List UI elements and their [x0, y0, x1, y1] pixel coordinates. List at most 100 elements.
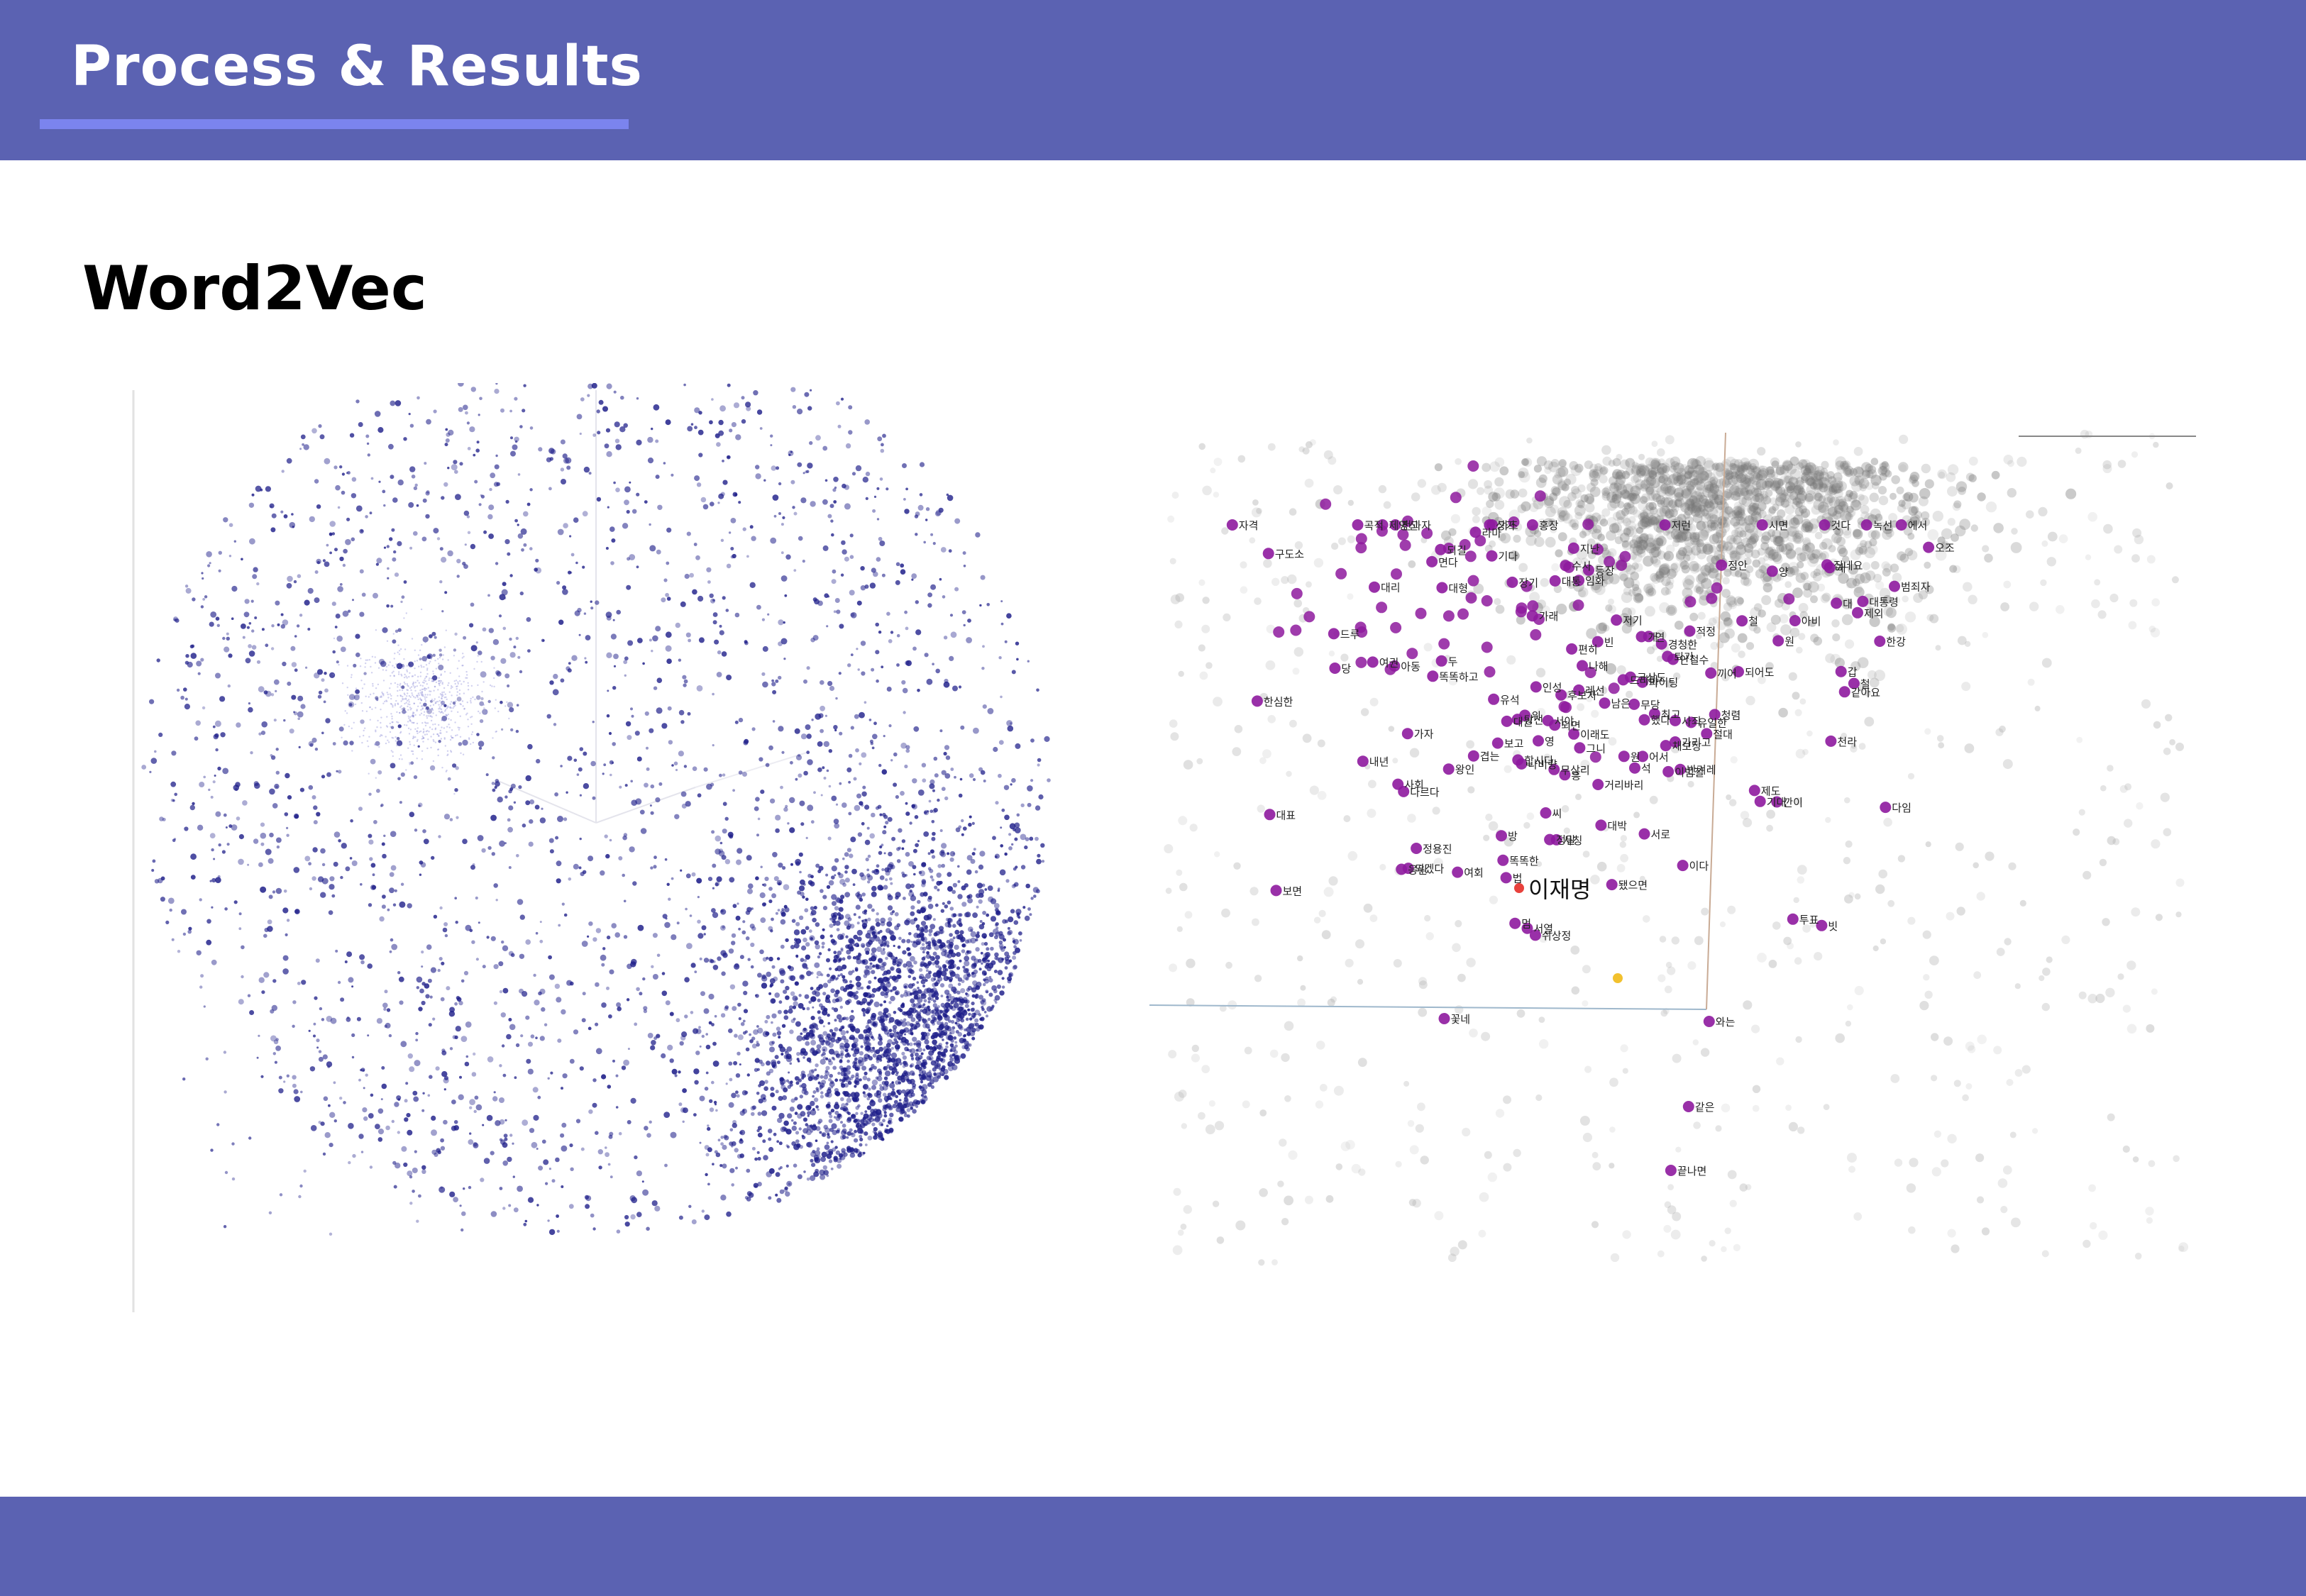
word-point — [1787, 913, 1799, 925]
word-label: 기다 — [1499, 550, 1518, 563]
word-label: 씨 — [1552, 807, 1562, 820]
word-label: 제도 — [1761, 785, 1781, 797]
word-label: 대박 — [1607, 819, 1627, 832]
word-label: 퇴기 — [1674, 650, 1694, 663]
word-label: 방 — [1508, 830, 1518, 843]
word-point — [1880, 802, 1892, 814]
word-point — [1685, 716, 1697, 728]
word-label: 무상리 — [1560, 764, 1589, 777]
word-label: 흥 — [1571, 769, 1581, 782]
word-label: 합시다 — [1524, 754, 1554, 767]
word-point — [1509, 917, 1521, 929]
word-point — [1500, 872, 1512, 884]
word-point — [1628, 698, 1640, 710]
word-label: 최고 — [1661, 708, 1681, 721]
word-label: 되겠다 — [1415, 863, 1445, 875]
word-point — [1923, 541, 1935, 553]
title-underline — [40, 119, 629, 129]
word-point — [1367, 656, 1379, 668]
word-point — [1736, 615, 1748, 627]
word-point — [1251, 695, 1263, 707]
word-point — [1848, 677, 1860, 689]
word-label: 나해 — [1589, 660, 1609, 673]
axis-line-vertical — [1706, 432, 1726, 1010]
word-label: 꽃네 — [1451, 1013, 1471, 1026]
word-point — [1889, 580, 1900, 592]
word-label: 아동 — [1401, 660, 1420, 673]
word-point — [1667, 653, 1679, 665]
word-point — [1874, 636, 1886, 647]
word-point — [1486, 519, 1498, 531]
background-word-points — [1164, 429, 2189, 1266]
word-point — [1748, 785, 1760, 797]
word-point — [1684, 625, 1696, 637]
word-point — [1835, 665, 1847, 677]
word-label: 갑 — [1848, 666, 1858, 679]
word-label: 이범철 — [1675, 766, 1704, 779]
word-point — [1559, 769, 1571, 781]
word-label: 경청한 — [1668, 638, 1698, 651]
word-label: 연 — [1655, 631, 1665, 643]
word-label: 가자 — [1414, 728, 1434, 741]
word-label: 멈 — [1521, 918, 1531, 931]
word-point — [1895, 519, 1907, 531]
word-label: 전과자 — [1402, 519, 1432, 532]
word-point — [1452, 866, 1464, 878]
word-label: 영 — [1545, 735, 1555, 748]
word-point — [1857, 595, 1869, 607]
word-label: 홍장 — [1539, 519, 1559, 532]
word-label: 대표 — [1276, 809, 1296, 821]
word-label: 등장 — [1595, 565, 1615, 577]
word-label: 빗 — [1828, 920, 1838, 933]
word-point — [1369, 581, 1380, 593]
word-point — [1357, 755, 1369, 767]
word-point — [1675, 763, 1687, 775]
word-point — [1821, 559, 1833, 571]
word-label: 여권 — [1379, 656, 1399, 669]
word-label: 드라마 — [1630, 674, 1660, 687]
word-point — [1549, 719, 1561, 731]
embedding-zoomed-scatter-plot: 반겨레 정안 아비 채보장 이범철 등장 석 대 나비량 무상리 이래도 경청한 철 드루 구도소 제영신 영 제… — [1149, 419, 2200, 1277]
word-label: 집네요 — [1833, 559, 1863, 572]
word-label: 개 — [1836, 562, 1846, 575]
word-label: 제영신 — [1389, 519, 1418, 532]
word-point — [1270, 885, 1282, 897]
word-label: 거리바리 — [1604, 779, 1643, 792]
word-label: 임화 — [1585, 575, 1605, 587]
word-point — [1467, 750, 1479, 762]
word-label: 당 — [1341, 663, 1351, 675]
word-label: 한심한 — [1264, 695, 1293, 708]
word-label: 에서 — [1908, 519, 1928, 532]
word-point — [1618, 750, 1630, 763]
word-label: 안철수 — [1679, 654, 1709, 667]
word-label: 양 — [1779, 565, 1789, 578]
word-label: 제외 — [1864, 607, 1884, 620]
word-label: 저런 — [1672, 519, 1692, 532]
word-point — [1533, 735, 1544, 747]
word-label: 한강 — [1886, 636, 1906, 648]
word-point — [1670, 736, 1681, 748]
word-label: 정용진 — [1423, 843, 1452, 855]
word-point — [1592, 779, 1604, 790]
word-label: 위 — [1531, 709, 1541, 722]
word-point — [1838, 686, 1850, 698]
word-label: 사회 — [1404, 779, 1424, 792]
word-point — [1733, 666, 1744, 677]
word-label: 곡적 — [1364, 519, 1384, 532]
slide-title: Process & Results — [71, 35, 643, 99]
word-point — [1771, 796, 1783, 808]
word-label: 서야 — [1555, 715, 1574, 728]
slide-header: Process & Results — [0, 0, 2306, 160]
word-label: 응원 — [1408, 864, 1428, 877]
word-label: 정안 — [1728, 560, 1748, 572]
word-point — [1411, 843, 1423, 854]
word-label: 다임 — [1892, 802, 1911, 814]
word-label: 대리 — [1381, 582, 1401, 594]
word-label: 이래도 — [1580, 728, 1610, 741]
word-point — [1606, 879, 1618, 891]
word-label: 당선 — [1524, 714, 1544, 726]
word-point — [1756, 519, 1768, 531]
word-point — [1665, 1165, 1677, 1176]
word-label: 여회 — [1464, 867, 1484, 880]
word-label: 유석 — [1500, 694, 1520, 706]
